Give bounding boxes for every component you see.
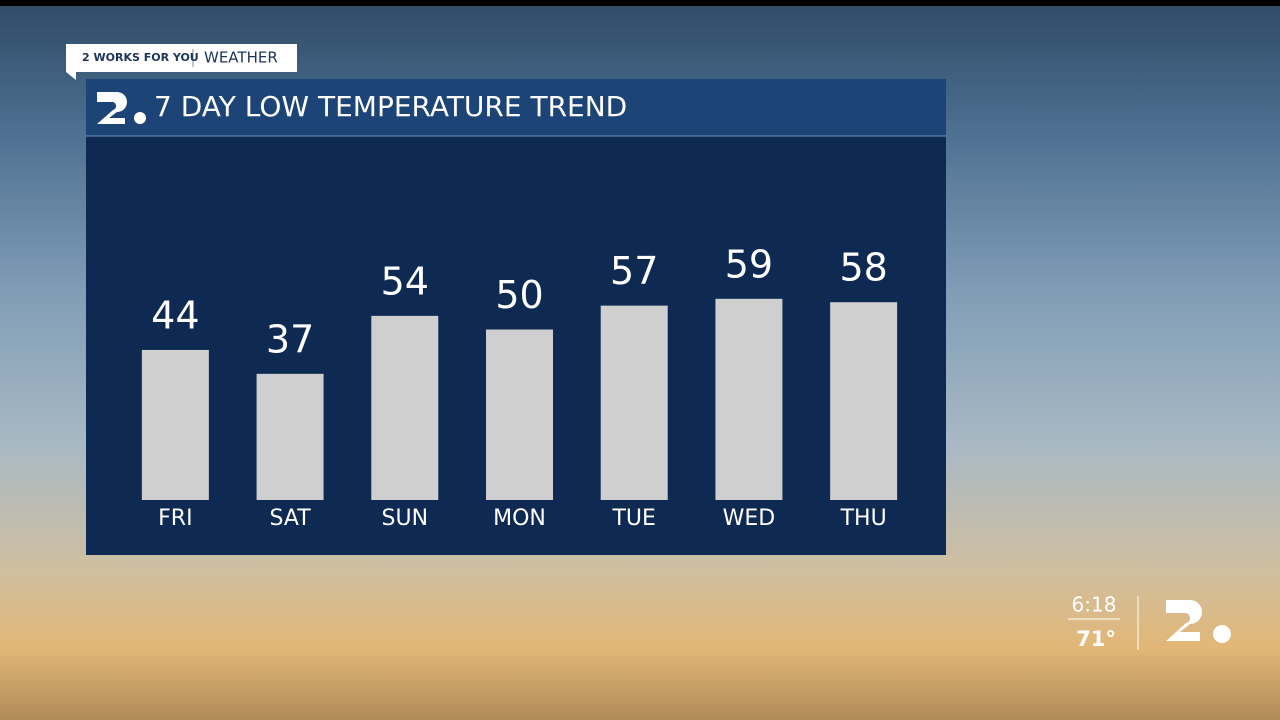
bar	[486, 329, 553, 500]
bar	[715, 298, 783, 500]
bar	[600, 305, 668, 500]
bar	[830, 302, 898, 500]
tag-section: WEATHER	[204, 49, 278, 67]
value-label: 59	[725, 242, 773, 286]
tag-box	[66, 44, 297, 72]
bug-temp: 71°	[1076, 627, 1116, 651]
title-bar	[86, 79, 946, 136]
x-tick-label: SUN	[382, 506, 429, 531]
bug-logo	[1166, 600, 1202, 641]
x-tick-label: WED	[723, 506, 776, 531]
value-label: 54	[381, 259, 429, 303]
value-label: 57	[610, 249, 658, 293]
logo	[97, 92, 146, 124]
x-tick-label: TUE	[611, 506, 655, 531]
value-label: 50	[495, 273, 543, 317]
bar	[141, 349, 209, 500]
tag-brand: 2 WORKS FOR YOU	[82, 51, 199, 64]
tag-tail	[66, 72, 76, 80]
chart-title: 7 DAY LOW TEMPERATURE TREND	[154, 90, 627, 123]
x-tick-label: THU	[840, 506, 887, 531]
bug-logo-peacock	[1213, 625, 1231, 643]
value-label: 37	[266, 317, 314, 361]
x-tick-label: FRI	[158, 506, 192, 531]
bug-time: 6:18	[1072, 593, 1117, 617]
value-label: 58	[839, 246, 887, 290]
bar	[371, 315, 439, 500]
bar	[256, 373, 324, 500]
x-tick-label: MON	[493, 506, 546, 531]
x-tick-label: SAT	[269, 506, 311, 531]
value-label: 44	[151, 293, 199, 337]
station-bug: 6:18 71°	[1068, 593, 1231, 651]
